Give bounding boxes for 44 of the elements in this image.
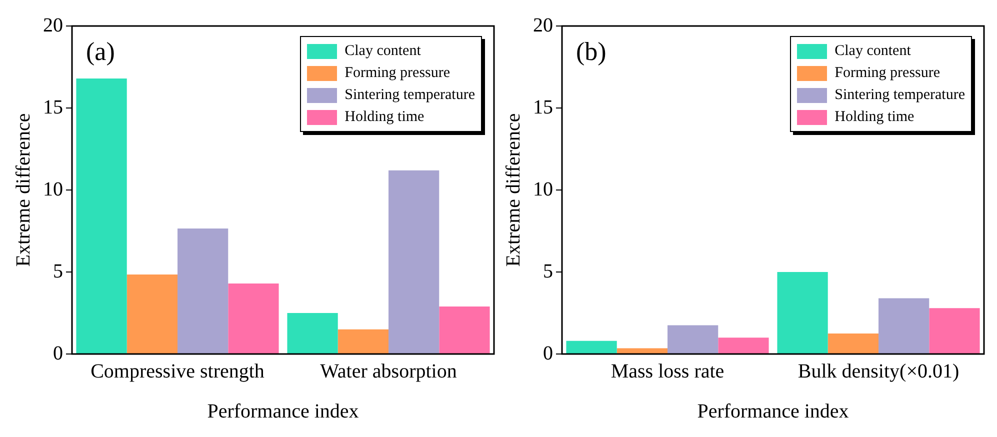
bar — [178, 228, 228, 354]
legend-label: Sintering temperature — [834, 86, 965, 104]
legend-label: Forming pressure — [344, 64, 450, 82]
legend-label: Holding time — [344, 108, 424, 126]
y-tick-label: 0 — [543, 342, 553, 364]
y-axis-title: Extreme difference — [502, 113, 524, 267]
bar — [228, 283, 279, 354]
bar — [718, 338, 769, 354]
bar — [828, 334, 878, 354]
bar — [287, 313, 338, 354]
bar — [878, 298, 930, 354]
y-tick-label: 5 — [53, 260, 63, 282]
bar — [566, 340, 617, 354]
x-axis-title: Performance index — [697, 400, 849, 422]
legend-label: Clay content — [344, 42, 421, 60]
legend-label: Holding time — [834, 108, 914, 126]
bar — [76, 78, 127, 354]
y-tick-label: 20 — [43, 14, 63, 36]
x-tick-label: Mass loss rate — [610, 360, 724, 382]
x-tick-label: Compressive strength — [90, 360, 264, 382]
bar — [338, 329, 388, 354]
bar — [616, 348, 668, 354]
annotation: (b) — [576, 37, 606, 66]
x-tick-label: Bulk density(×0.01) — [798, 360, 960, 382]
legend-label: Forming pressure — [834, 64, 940, 82]
y-tick-label: 10 — [533, 178, 553, 200]
annotation: (a) — [86, 37, 115, 66]
legend-label: Sintering temperature — [344, 86, 475, 104]
bar — [668, 325, 718, 354]
y-tick-label: 0 — [53, 342, 63, 364]
x-axis-title: Performance index — [207, 400, 359, 422]
bar — [388, 170, 440, 354]
y-tick-label: 5 — [543, 260, 553, 282]
legend-label: Clay content — [834, 42, 911, 60]
y-tick-label: 15 — [43, 96, 63, 118]
bar — [126, 274, 178, 354]
bar — [439, 306, 490, 354]
y-tick-label: 15 — [533, 96, 553, 118]
y-tick-label: 10 — [43, 178, 63, 200]
x-tick-label: Water absorption — [320, 360, 457, 382]
bar — [777, 272, 828, 354]
y-tick-label: 20 — [533, 14, 553, 36]
y-axis-title: Extreme difference — [12, 113, 34, 267]
bar — [929, 308, 980, 354]
